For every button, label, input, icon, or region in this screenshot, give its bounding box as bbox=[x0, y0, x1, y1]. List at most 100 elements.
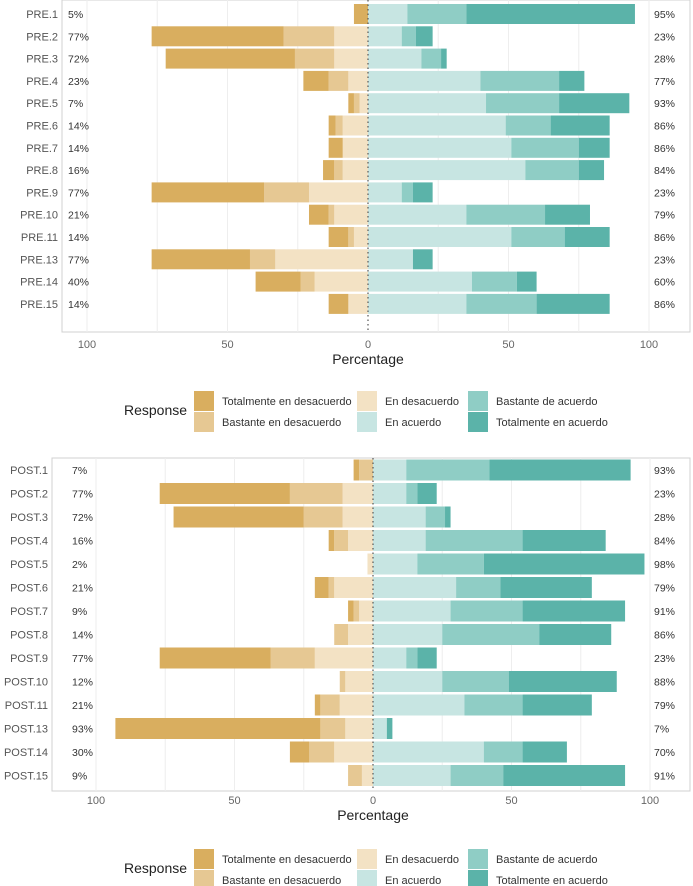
bar-segment-bastante-de-acuerdo bbox=[401, 26, 416, 47]
bar-row bbox=[115, 718, 393, 739]
likert-chart-post: POST.1 7% 93% POST.2 77% 23% POST.3 72% 28% POST.… bbox=[0, 452, 693, 886]
legend-swatch bbox=[468, 391, 488, 411]
bar-segment-bastante-en-desacuerdo bbox=[328, 204, 335, 225]
legend-item: Bastante en desacuerdo bbox=[194, 412, 341, 432]
agree-percent-label: 23% bbox=[654, 653, 675, 665]
bar-row bbox=[348, 600, 626, 622]
bar-segment-en-desacuerdo bbox=[342, 483, 373, 504]
row-label: PRE.5 bbox=[26, 98, 58, 110]
bar-segment-en-desacuerdo bbox=[353, 227, 368, 247]
bar-segment-en-acuerdo bbox=[373, 600, 451, 622]
row-label: POST.3 bbox=[10, 512, 48, 524]
bar-segment-en-acuerdo bbox=[373, 741, 484, 763]
legend-swatch bbox=[194, 412, 214, 432]
legend-label: Bastante en desacuerdo bbox=[222, 417, 341, 429]
bar-segment-en-acuerdo bbox=[368, 293, 467, 314]
bar-segment-totalmente-en-acuerdo bbox=[500, 577, 592, 598]
bar-segment-en-acuerdo bbox=[373, 553, 418, 575]
agree-percent-label: 86% bbox=[654, 299, 675, 311]
bar-segment-totalmente-en-acuerdo bbox=[539, 624, 612, 645]
bar-row bbox=[348, 765, 626, 786]
bar-segment-totalmente-en-acuerdo bbox=[417, 647, 437, 669]
bar-segment-en-desacuerdo bbox=[348, 624, 373, 645]
agree-percent-label: 79% bbox=[654, 700, 675, 712]
bar-segment-bastante-en-desacuerdo bbox=[289, 483, 343, 504]
x-tick-label: 100 bbox=[87, 795, 105, 807]
bar-segment-bastante-de-acuerdo bbox=[466, 204, 546, 225]
disagree-percent-label: 30% bbox=[72, 747, 93, 759]
disagree-percent-label: 14% bbox=[68, 232, 89, 244]
bar-segment-bastante-en-desacuerdo bbox=[300, 271, 315, 292]
bar-segment-bastante-de-acuerdo bbox=[450, 600, 523, 622]
legend-swatch bbox=[194, 870, 214, 886]
row-label: POST.15 bbox=[4, 771, 48, 783]
bar-row bbox=[328, 115, 610, 136]
bar-segment-en-acuerdo bbox=[368, 182, 402, 203]
legend-title: Response bbox=[124, 402, 187, 418]
bar-row bbox=[151, 26, 433, 47]
bar-segment-en-desacuerdo bbox=[345, 671, 373, 692]
bar-row bbox=[328, 137, 610, 158]
agree-percent-label: 28% bbox=[654, 54, 675, 66]
bar-segment-totalmente-en-acuerdo bbox=[522, 741, 567, 763]
bar-segment-totalmente-en-acuerdo bbox=[466, 4, 635, 24]
row-label: POST.6 bbox=[10, 583, 48, 595]
legend-label: Bastante de acuerdo bbox=[496, 854, 598, 866]
bar-segment-en-acuerdo bbox=[373, 718, 387, 739]
bar-segment-totalmente-en-desacuerdo bbox=[328, 115, 336, 136]
bar-segment-en-desacuerdo bbox=[348, 293, 368, 314]
bar-row bbox=[314, 694, 592, 716]
row-label: POST.11 bbox=[5, 700, 48, 712]
bar-segment-en-desacuerdo bbox=[348, 530, 373, 551]
bar-segment-en-acuerdo bbox=[373, 647, 407, 669]
row-label: PRE.15 bbox=[20, 299, 58, 311]
x-tick-label: 0 bbox=[370, 795, 376, 807]
agree-percent-label: 84% bbox=[654, 536, 675, 548]
bar-segment-en-desacuerdo bbox=[345, 718, 373, 739]
disagree-percent-label: 21% bbox=[72, 700, 93, 712]
legend: Response Totalmente en desacuerdo Bastante… bbox=[124, 849, 608, 886]
bar-segment-en-desacuerdo bbox=[314, 647, 373, 669]
legend-item: En acuerdo bbox=[357, 412, 441, 432]
agree-percent-label: 88% bbox=[654, 677, 675, 689]
bar-segment-en-desacuerdo bbox=[334, 577, 373, 598]
agree-percent-label: 23% bbox=[654, 187, 675, 199]
bar-segment-bastante-en-desacuerdo bbox=[249, 249, 276, 270]
bar-segment-bastante-de-acuerdo bbox=[406, 459, 490, 481]
bar-segment-bastante-en-desacuerdo bbox=[270, 647, 315, 669]
row-label: POST.9 bbox=[10, 653, 48, 665]
bar-segment-bastante-de-acuerdo bbox=[483, 741, 523, 763]
legend-item: En desacuerdo bbox=[357, 849, 459, 869]
bar-segment-bastante-de-acuerdo bbox=[505, 115, 551, 136]
bar-row bbox=[328, 293, 610, 314]
row-label: POST.1 bbox=[10, 465, 48, 477]
bar-segment-bastante-en-desacuerdo bbox=[320, 694, 340, 716]
bar-row bbox=[328, 530, 606, 551]
legend-item: Bastante de acuerdo bbox=[468, 391, 598, 411]
bar-segment-totalmente-en-acuerdo bbox=[564, 227, 610, 247]
bar-row bbox=[314, 577, 592, 598]
x-tick-label: 50 bbox=[228, 795, 240, 807]
bar-segment-bastante-de-acuerdo bbox=[406, 483, 418, 504]
x-tick-label: 50 bbox=[505, 795, 517, 807]
bar-segment-en-desacuerdo bbox=[275, 249, 368, 270]
bar-row bbox=[339, 671, 617, 692]
bar-segment-totalmente-en-desacuerdo bbox=[323, 160, 335, 181]
x-tick-label: 100 bbox=[640, 339, 658, 351]
likert-chart-post-svg: POST.1 7% 93% POST.2 77% 23% POST.3 72% 28% POST.… bbox=[4, 457, 691, 886]
bar-segment-bastante-en-desacuerdo bbox=[303, 506, 343, 528]
bar-segment-bastante-en-desacuerdo bbox=[334, 530, 349, 551]
bar-segment-totalmente-en-desacuerdo bbox=[159, 647, 271, 669]
disagree-percent-label: 5% bbox=[68, 9, 83, 21]
row-label: PRE.1 bbox=[26, 9, 58, 21]
disagree-percent-label: 7% bbox=[68, 98, 83, 110]
bar-segment-en-desacuerdo bbox=[334, 204, 368, 225]
row-label: PRE.8 bbox=[26, 165, 58, 177]
row-label: PRE.10 bbox=[20, 210, 58, 222]
legend-swatch bbox=[357, 391, 377, 411]
legend-swatch bbox=[468, 412, 488, 432]
row-label: PRE.14 bbox=[20, 277, 58, 289]
bar-segment-en-acuerdo bbox=[373, 530, 426, 551]
bar-segment-en-desacuerdo bbox=[308, 182, 368, 203]
bar-segment-totalmente-en-acuerdo bbox=[522, 530, 606, 551]
